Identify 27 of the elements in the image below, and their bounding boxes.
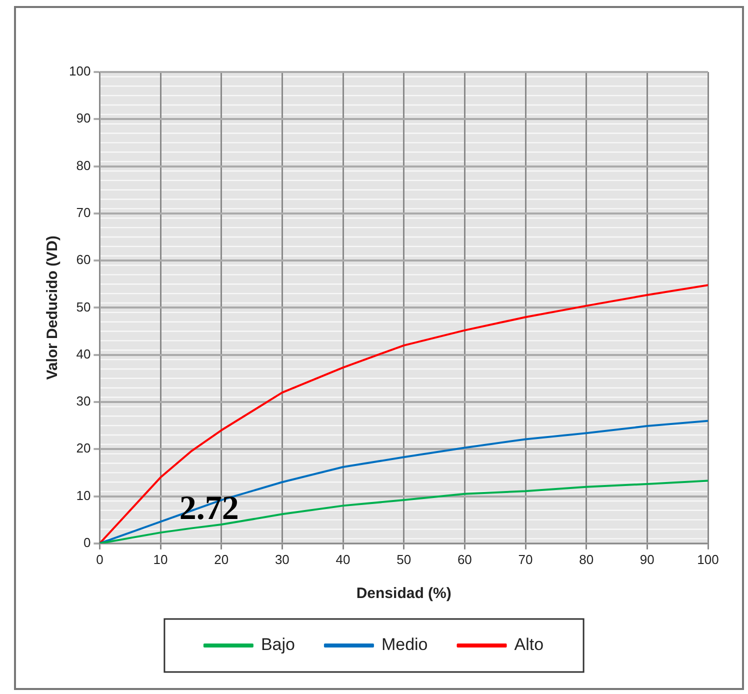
- legend-label: Alto: [514, 635, 544, 654]
- x-tick-label: 80: [579, 552, 594, 567]
- y-tick-label: 20: [76, 440, 91, 456]
- y-tick-label: 30: [76, 394, 91, 409]
- x-tick-label: 40: [336, 552, 350, 567]
- x-tick-label: 10: [153, 552, 168, 567]
- x-tick-label: 60: [457, 552, 472, 567]
- y-tick-label: 90: [76, 110, 91, 126]
- y-tick-label: 80: [76, 158, 91, 173]
- y-tick-label: 10: [76, 488, 91, 503]
- y-tick-label: 70: [76, 205, 91, 220]
- x-tick-label: 20: [214, 552, 229, 567]
- x-tick-label: 0: [96, 552, 104, 567]
- y-tick-label: 50: [76, 299, 91, 314]
- x-tick-label: 70: [518, 552, 533, 567]
- x-axis-title: Densidad (%): [356, 585, 452, 602]
- y-tick-label: 60: [76, 252, 91, 268]
- legend-label: Bajo: [260, 635, 295, 654]
- x-tick-label: 30: [274, 552, 290, 567]
- y-tick-label: 40: [76, 346, 91, 362]
- legend-label: Medio: [381, 635, 428, 654]
- y-tick-label: 100: [68, 64, 91, 79]
- y-tick-label: 0: [83, 534, 91, 550]
- x-tick-label: 90: [640, 552, 654, 567]
- y-axis-title: Valor Deducido (VD): [44, 236, 62, 380]
- x-tick-label: 50: [396, 552, 412, 567]
- x-tick-label: 100: [697, 552, 719, 567]
